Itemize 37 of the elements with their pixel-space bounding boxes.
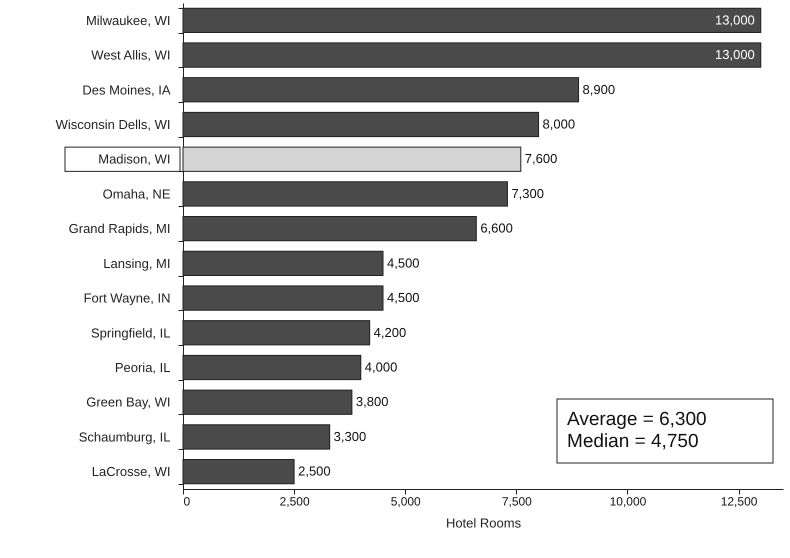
y-tick-label: LaCrosse, WI — [92, 464, 170, 480]
data-label: 13,000 — [715, 47, 755, 62]
x-tick-label: 12,500 — [720, 494, 758, 508]
y-tick-label: Peoria, IL — [114, 360, 170, 375]
y-tick-label: Milwaukee, WI — [86, 12, 170, 28]
x-axis-title: Hotel Rooms — [446, 516, 522, 530]
x-tick-label: 5,000 — [390, 494, 422, 508]
data-label: 7,300 — [511, 186, 544, 201]
x-tick-label: 2,500 — [280, 494, 310, 508]
y-tick-label: Fort Wayne, IN — [84, 290, 170, 306]
data-label: 3,800 — [356, 394, 388, 410]
y-tick-label: Green Bay, WI — [86, 394, 170, 410]
data-label: 3,300 — [334, 428, 366, 444]
data-label: 6,600 — [480, 220, 513, 236]
x-tick-label: 10,000 — [610, 494, 647, 508]
data-label: 4,000 — [364, 360, 398, 374]
data-label: 4,500 — [387, 255, 420, 270]
data-label: 4,200 — [374, 324, 406, 340]
y-tick-label: Wisconsin Dells, WI — [56, 117, 170, 132]
y-tick-label: Grand Rapids, MI — [68, 221, 170, 236]
y-tick-label: Des Moines, IA — [82, 82, 171, 98]
data-label: 2,500 — [298, 464, 331, 479]
data-label: 7,600 — [524, 151, 558, 166]
data-label: 13,000 — [715, 12, 755, 28]
data-label: 8,000 — [542, 116, 576, 132]
y-tick-label: Omaha, NE — [102, 186, 171, 202]
x-tick-label: 0 — [184, 494, 190, 508]
data-label: 8,900 — [582, 82, 616, 97]
annotation: Average = 6,300 — [567, 409, 707, 430]
annotation: Median = 4,750 — [567, 431, 699, 452]
data-label: 4,500 — [387, 290, 420, 306]
y-tick-label: Lansing, MI — [103, 256, 170, 271]
y-tick-label: Schaumburg, IL — [78, 429, 170, 444]
y-tick-label: Springfield, IL — [91, 325, 170, 340]
y-tick-label: Madison, WI — [98, 152, 170, 167]
y-tick-label: West Allis, WI — [91, 48, 170, 63]
x-tick-label: 7,500 — [502, 494, 532, 508]
